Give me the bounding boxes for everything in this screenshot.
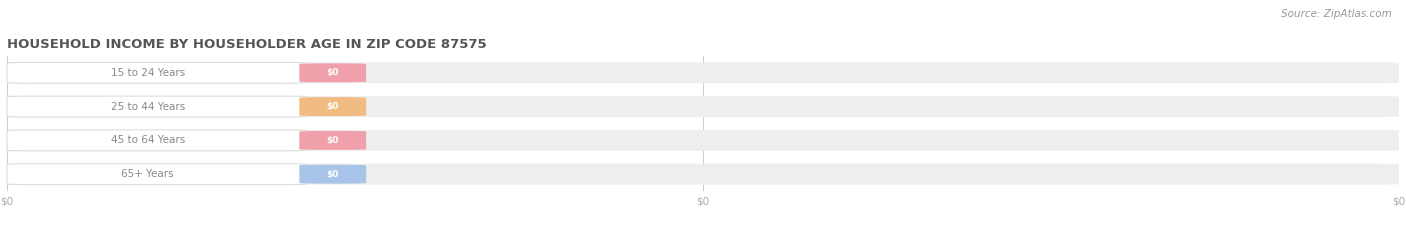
- FancyBboxPatch shape: [299, 63, 366, 82]
- FancyBboxPatch shape: [7, 96, 307, 117]
- Text: Source: ZipAtlas.com: Source: ZipAtlas.com: [1281, 9, 1392, 19]
- FancyBboxPatch shape: [299, 97, 366, 116]
- FancyBboxPatch shape: [299, 131, 366, 150]
- Text: $0: $0: [326, 170, 339, 179]
- FancyBboxPatch shape: [299, 165, 366, 184]
- Text: 25 to 44 Years: 25 to 44 Years: [111, 102, 184, 112]
- FancyBboxPatch shape: [7, 130, 307, 151]
- FancyBboxPatch shape: [7, 164, 307, 185]
- FancyBboxPatch shape: [7, 62, 307, 83]
- Text: $0: $0: [326, 102, 339, 111]
- Text: HOUSEHOLD INCOME BY HOUSEHOLDER AGE IN ZIP CODE 87575: HOUSEHOLD INCOME BY HOUSEHOLDER AGE IN Z…: [7, 38, 486, 51]
- FancyBboxPatch shape: [7, 130, 1399, 151]
- FancyBboxPatch shape: [7, 62, 1399, 83]
- Text: $0: $0: [326, 136, 339, 145]
- Text: 15 to 24 Years: 15 to 24 Years: [111, 68, 184, 78]
- Text: 45 to 64 Years: 45 to 64 Years: [111, 135, 184, 145]
- Text: 65+ Years: 65+ Years: [121, 169, 174, 179]
- FancyBboxPatch shape: [7, 96, 1399, 117]
- Text: $0: $0: [326, 68, 339, 77]
- FancyBboxPatch shape: [7, 164, 1399, 185]
